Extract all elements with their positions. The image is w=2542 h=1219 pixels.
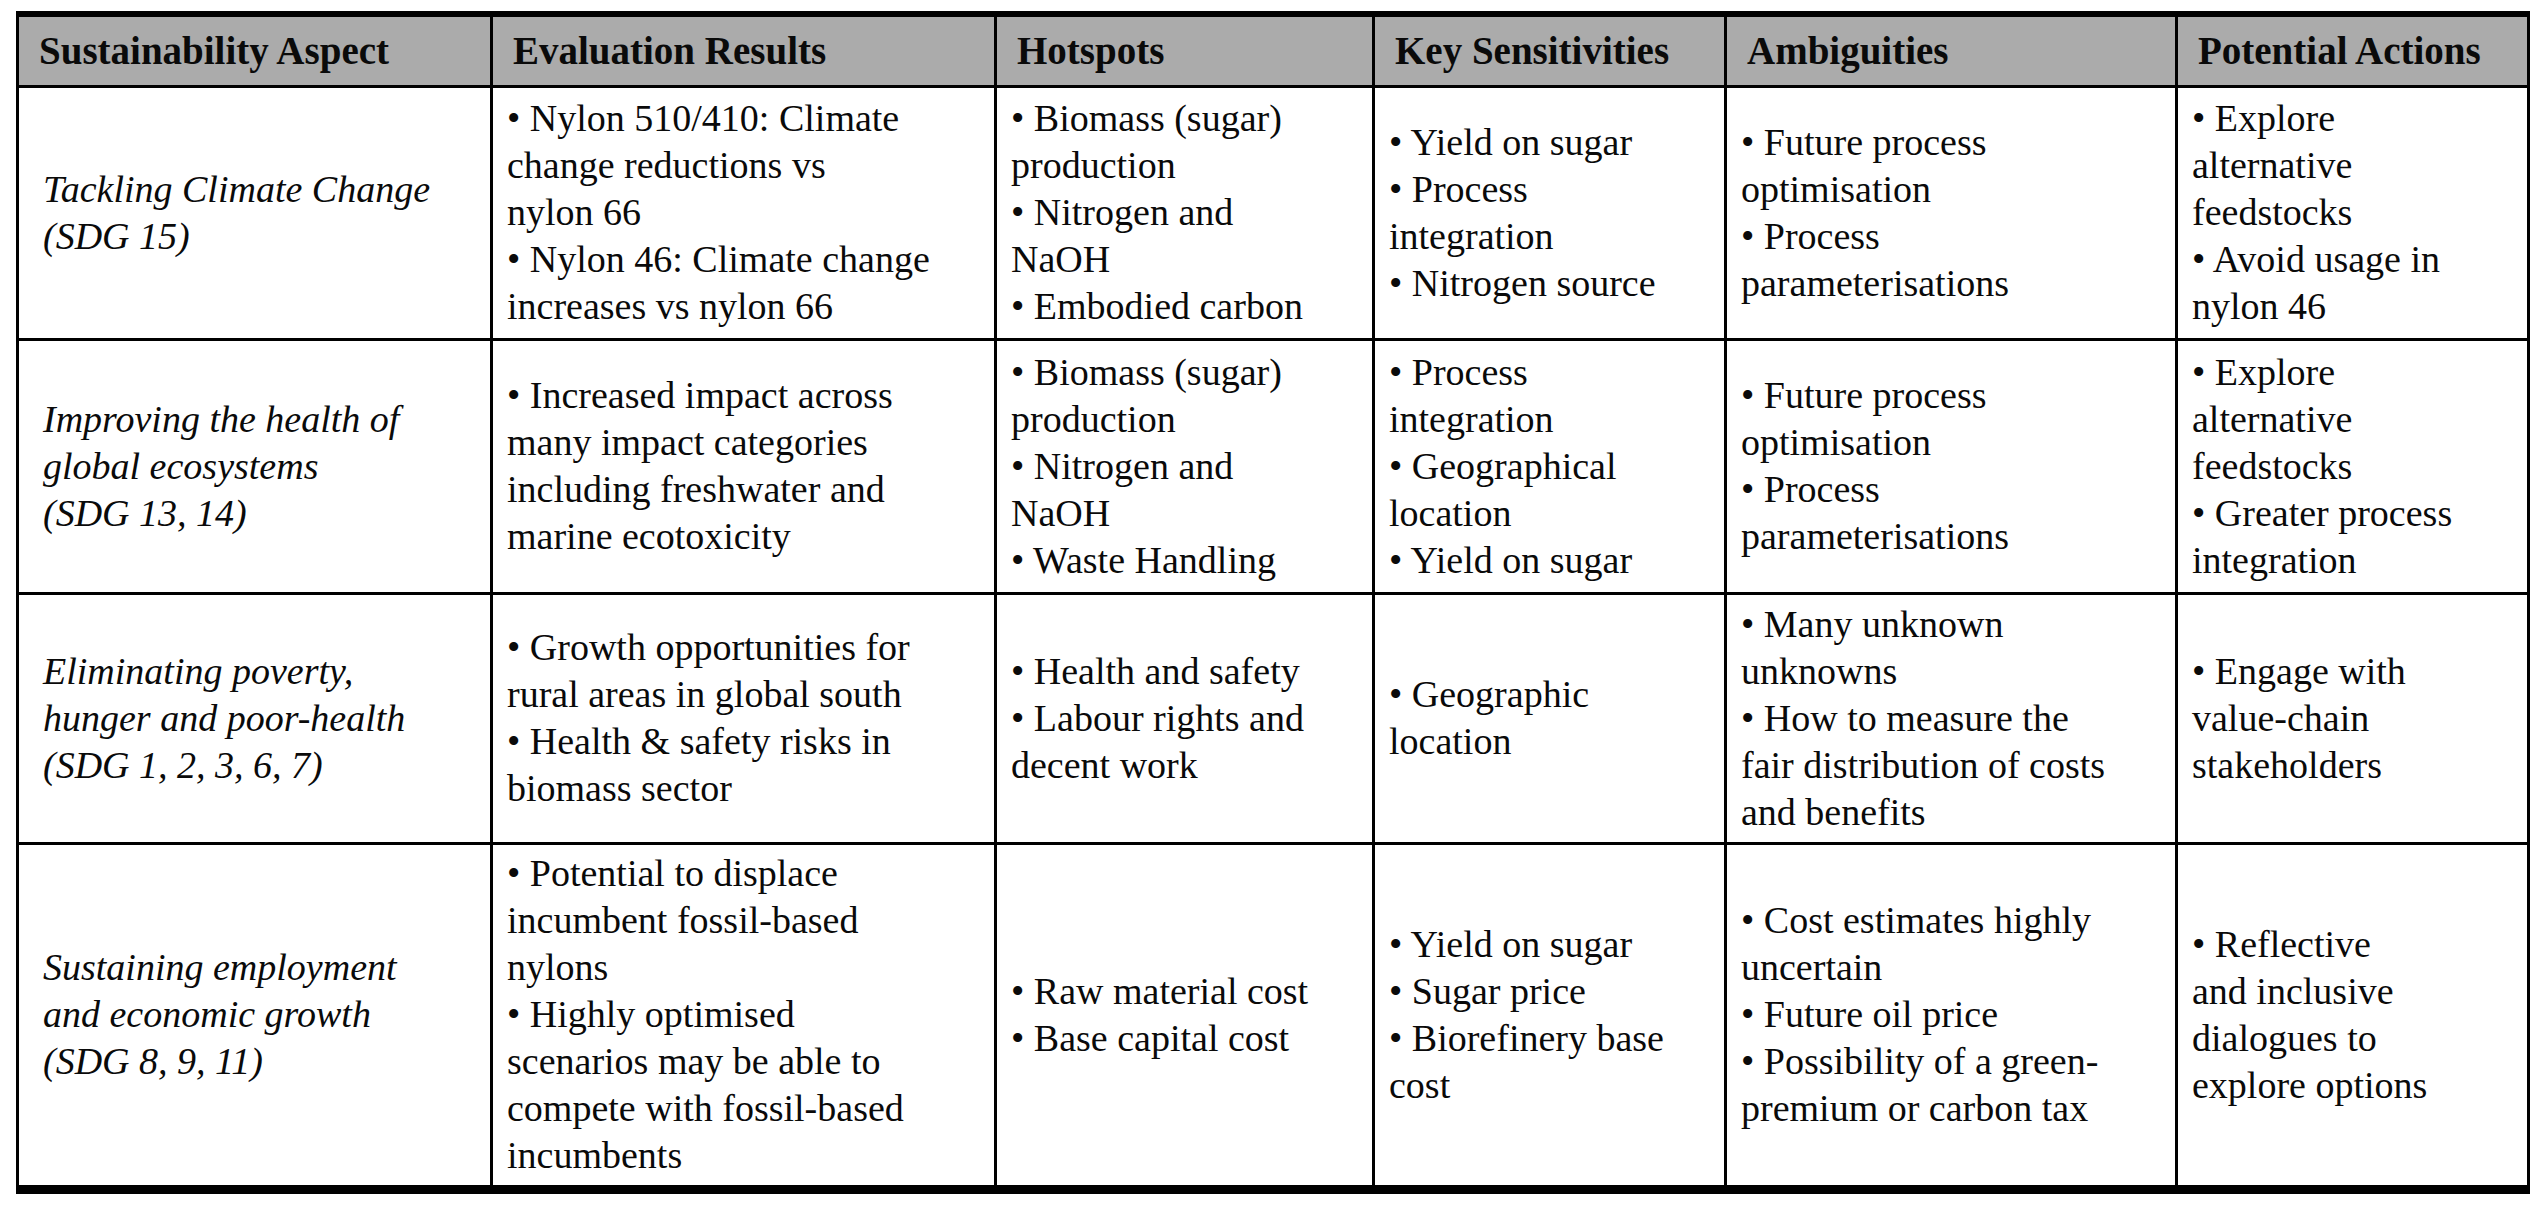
cell-hotspots: • Biomass (sugar) production • Nitrogen …	[996, 339, 1374, 593]
column-header-hotspots: Hotspots	[996, 14, 1374, 86]
cell-hotspots: • Raw material cost • Base capital cost	[996, 843, 1374, 1189]
cell-evaluation-results: • Growth opportunities for rural areas i…	[492, 593, 996, 843]
cell-aspect: Tackling Climate Change (SDG 15)	[18, 86, 492, 339]
cell-aspect: Improving the health of global ecosystem…	[18, 339, 492, 593]
cell-aspect: Eliminating poverty, hunger and poor-hea…	[18, 593, 492, 843]
sustainability-evaluation-table: Sustainability Aspect Evaluation Results…	[16, 11, 2530, 1194]
cell-key-sensitivities: • Yield on sugar • Process integration •…	[1374, 86, 1726, 339]
cell-potential-actions: • Explore alternative feedstocks • Great…	[2177, 339, 2529, 593]
table-row-global-ecosystems: Improving the health of global ecosystem…	[18, 339, 2529, 593]
cell-key-sensitivities: • Process integration • Geographical loc…	[1374, 339, 1726, 593]
cell-key-sensitivities: • Geographic location	[1374, 593, 1726, 843]
table-row-employment-economic-growth: Sustaining employment and economic growt…	[18, 843, 2529, 1189]
cell-aspect: Sustaining employment and economic growt…	[18, 843, 492, 1189]
table-body: Tackling Climate Change (SDG 15) • Nylon…	[18, 86, 2529, 1189]
column-header-key-sensitivities: Key Sensitivities	[1374, 14, 1726, 86]
header-row: Sustainability Aspect Evaluation Results…	[18, 14, 2529, 86]
column-header-sustainability-aspect: Sustainability Aspect	[18, 14, 492, 86]
cell-evaluation-results: • Nylon 510/410: Climate change reductio…	[492, 86, 996, 339]
cell-potential-actions: • Engage with value-chain stakeholders	[2177, 593, 2529, 843]
cell-potential-actions: • Reflective and inclusive dialogues to …	[2177, 843, 2529, 1189]
cell-potential-actions: • Explore alternative feedstocks • Avoid…	[2177, 86, 2529, 339]
table-row-climate-change: Tackling Climate Change (SDG 15) • Nylon…	[18, 86, 2529, 339]
table-header: Sustainability Aspect Evaluation Results…	[18, 14, 2529, 86]
cell-ambiguities: • Future process optimisation • Process …	[1726, 86, 2177, 339]
cell-evaluation-results: • Increased impact across many impact ca…	[492, 339, 996, 593]
column-header-evaluation-results: Evaluation Results	[492, 14, 996, 86]
cell-ambiguities: • Many unknown unknowns • How to measure…	[1726, 593, 2177, 843]
cell-ambiguities: • Future process optimisation • Process …	[1726, 339, 2177, 593]
cell-key-sensitivities: • Yield on sugar • Sugar price • Biorefi…	[1374, 843, 1726, 1189]
cell-hotspots: • Biomass (sugar) production • Nitrogen …	[996, 86, 1374, 339]
column-header-ambiguities: Ambiguities	[1726, 14, 2177, 86]
cell-evaluation-results: • Potential to displace incumbent fossil…	[492, 843, 996, 1189]
cell-ambiguities: • Cost estimates highly uncertain • Futu…	[1726, 843, 2177, 1189]
table-row-poverty-hunger-health: Eliminating poverty, hunger and poor-hea…	[18, 593, 2529, 843]
cell-hotspots: • Health and safety • Labour rights and …	[996, 593, 1374, 843]
column-header-potential-actions: Potential Actions	[2177, 14, 2529, 86]
